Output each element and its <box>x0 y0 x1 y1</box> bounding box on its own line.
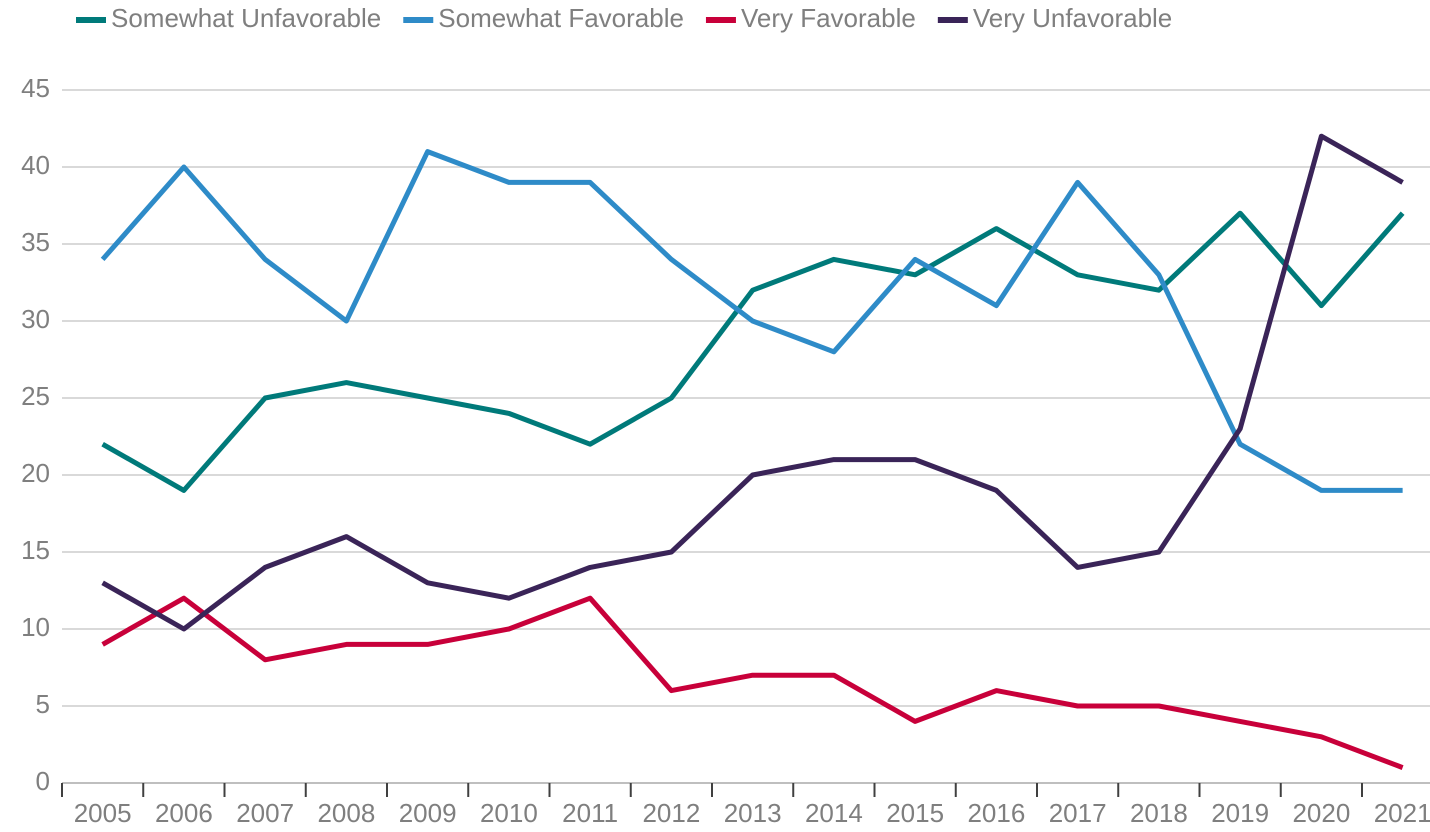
x-tick-label: 2005 <box>74 798 132 828</box>
y-tick-label: 0 <box>36 766 50 796</box>
y-tick-label: 35 <box>21 227 50 257</box>
y-tick-label: 20 <box>21 458 50 488</box>
x-tick-label: 2015 <box>886 798 944 828</box>
y-tick-label: 15 <box>21 535 50 565</box>
x-tick-label: 2007 <box>236 798 294 828</box>
x-tick-label: 2016 <box>967 798 1025 828</box>
legend-label: Somewhat Unfavorable <box>111 3 381 33</box>
x-tick-label: 2012 <box>642 798 700 828</box>
x-tick-label: 2017 <box>1049 798 1107 828</box>
series-line <box>101 595 1404 770</box>
series-line <box>101 133 1404 632</box>
x-tick-label: 2013 <box>724 798 782 828</box>
series-line <box>100 149 1403 493</box>
series-line <box>101 210 1405 493</box>
x-tick-label: 2020 <box>1292 798 1350 828</box>
y-tick-label: 10 <box>21 612 50 642</box>
legend-label: Very Favorable <box>741 3 916 33</box>
x-tick-label: 2009 <box>399 798 457 828</box>
legend-label: Very Unfavorable <box>973 3 1172 33</box>
x-tick-label: 2011 <box>562 798 618 828</box>
y-tick-label: 5 <box>36 689 50 719</box>
y-tick-label: 45 <box>21 73 50 103</box>
x-tick-label: 2010 <box>480 798 538 828</box>
x-tick-label: 2014 <box>805 798 863 828</box>
x-tick-label: 2006 <box>155 798 213 828</box>
x-tick-label: 2018 <box>1130 798 1188 828</box>
y-tick-label: 25 <box>21 381 50 411</box>
y-tick-label: 30 <box>21 304 50 334</box>
x-tick-label: 2019 <box>1211 798 1269 828</box>
x-tick-label: 2021 <box>1374 798 1430 828</box>
y-tick-label: 40 <box>21 150 50 180</box>
x-tick-label: 2008 <box>317 798 375 828</box>
legend-label: Somewhat Favorable <box>438 3 684 33</box>
